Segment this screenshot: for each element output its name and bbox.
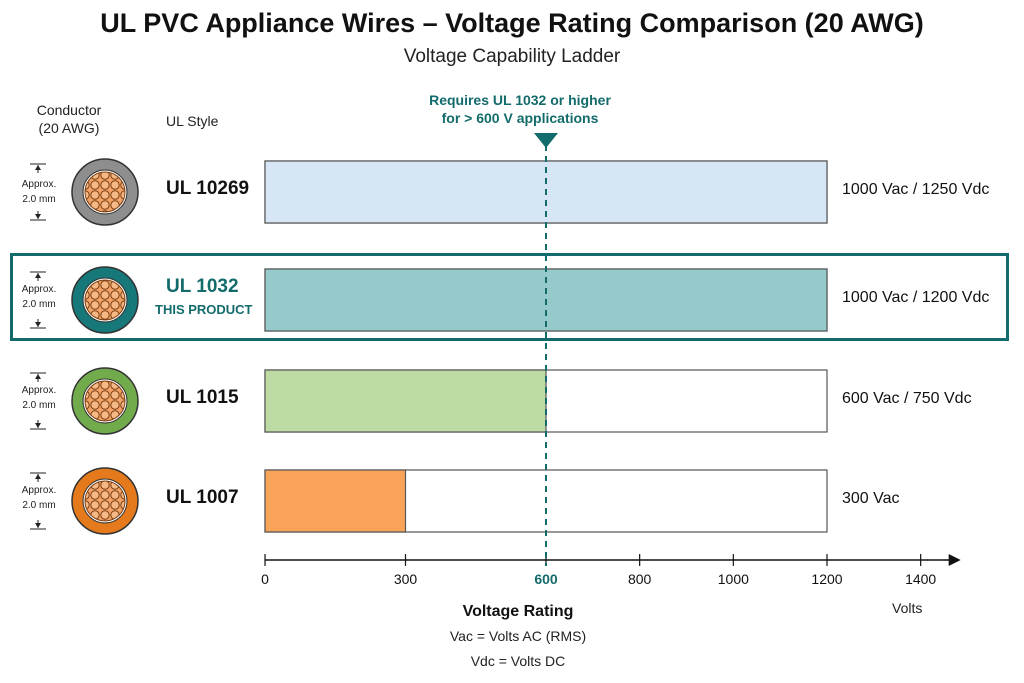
dimension-arrowhead-top bbox=[35, 474, 41, 479]
voltage-rating-label-ul-1015: 600 Vac / 750 Vdc bbox=[842, 390, 972, 407]
x-axis-arrowhead bbox=[948, 554, 961, 566]
x-tick-label-800: 800 bbox=[628, 571, 652, 587]
copper-strands-ul-1007 bbox=[84, 480, 126, 522]
dimension-arrowhead-top bbox=[35, 273, 41, 278]
note-vac: Vac = Volts AC (RMS) bbox=[449, 628, 587, 644]
dimension-label-line1: Approx. bbox=[21, 284, 57, 295]
dimension-label: Approx. 2.0 mm bbox=[14, 177, 64, 207]
bar-ul-1015 bbox=[264, 369, 547, 433]
dimension-label-line2: 2.0 mm bbox=[22, 194, 56, 205]
voltage-rating-label-ul-10269: 1000 Vac / 1250 Vdc bbox=[842, 181, 990, 198]
conductor-header-line1: Conductor bbox=[36, 102, 102, 118]
dimension-arrows bbox=[30, 163, 46, 530]
ul-style-label-ul-1007: UL 1007 bbox=[166, 487, 239, 508]
conductor-header-line2: (20 AWG) bbox=[38, 120, 100, 136]
threshold-reference bbox=[534, 133, 558, 566]
ul-style-label-ul-1015: UL 1015 bbox=[166, 387, 239, 408]
threshold-marker-icon bbox=[534, 133, 558, 148]
dimension-label: Approx. 2.0 mm bbox=[14, 483, 64, 513]
dimension-arrowhead-bottom bbox=[35, 322, 41, 327]
x-tick-label-1400: 1400 bbox=[905, 571, 936, 587]
chart-title: UL PVC Appliance Wires – Voltage Rating … bbox=[100, 8, 924, 38]
dimension-label-line1: Approx. bbox=[21, 385, 57, 396]
x-axis-units: Volts bbox=[892, 600, 923, 616]
copper-strands-ul-1032 bbox=[84, 279, 126, 321]
dimension-label-line1: Approx. bbox=[21, 179, 57, 190]
note-vdc: Vdc = Volts DC bbox=[470, 653, 566, 669]
chart-subtitle: Voltage Capability Ladder bbox=[403, 46, 621, 67]
voltage-rating-label-ul-1007: 300 Vac bbox=[842, 490, 900, 507]
voltage-rating-label-ul-1032: 1000 Vac / 1200 Vdc bbox=[842, 289, 990, 306]
ul-style-label-ul-10269: UL 10269 bbox=[166, 178, 250, 199]
x-axis: 0 300 600 800 1000 1200 1400 bbox=[261, 554, 961, 587]
x-tick-label-1200: 1200 bbox=[811, 571, 842, 587]
dimension-arrowhead-bottom bbox=[35, 423, 41, 428]
threshold-annotation-line1: Requires UL 1032 or higher bbox=[429, 92, 611, 108]
dimension-label: Approx. 2.0 mm bbox=[14, 282, 64, 312]
dimension-label-line2: 2.0 mm bbox=[22, 500, 56, 511]
dimension-label-line2: 2.0 mm bbox=[22, 299, 56, 310]
x-tick-label-600: 600 bbox=[534, 571, 558, 587]
ul-style-label-ul-1032: UL 1032 bbox=[166, 276, 239, 297]
copper-strands-ul-1015 bbox=[84, 380, 126, 422]
x-tick-label-1000: 1000 bbox=[718, 571, 749, 587]
dimension-label-line1: Approx. bbox=[21, 485, 57, 496]
bar-ul-1007 bbox=[264, 469, 407, 533]
dimension-arrowhead-bottom bbox=[35, 214, 41, 219]
dimension-label: Approx. 2.0 mm bbox=[14, 383, 64, 413]
x-axis-title: Voltage Rating bbox=[462, 603, 574, 620]
copper-strands-ul-10269 bbox=[84, 171, 126, 213]
dimension-arrowhead-top bbox=[35, 374, 41, 379]
bars bbox=[264, 160, 828, 533]
ul-style-column-header: UL Style bbox=[166, 113, 219, 129]
threshold-annotation: Requires UL 1032 or higher for > 600 V a… bbox=[400, 91, 640, 127]
x-tick-label-300: 300 bbox=[394, 571, 418, 587]
x-tick-label-0: 0 bbox=[261, 571, 269, 587]
threshold-annotation-line2: for > 600 V applications bbox=[441, 110, 599, 126]
dimension-label-line2: 2.0 mm bbox=[22, 400, 56, 411]
wire-cross-sections bbox=[71, 158, 139, 535]
this-product-highlight-box bbox=[10, 253, 1009, 341]
this-product-tag: THIS PRODUCT bbox=[155, 302, 253, 317]
dimension-arrowhead-bottom bbox=[35, 523, 41, 528]
conductor-column-header: Conductor (20 AWG) bbox=[14, 101, 124, 137]
dimension-arrowhead-top bbox=[35, 165, 41, 170]
